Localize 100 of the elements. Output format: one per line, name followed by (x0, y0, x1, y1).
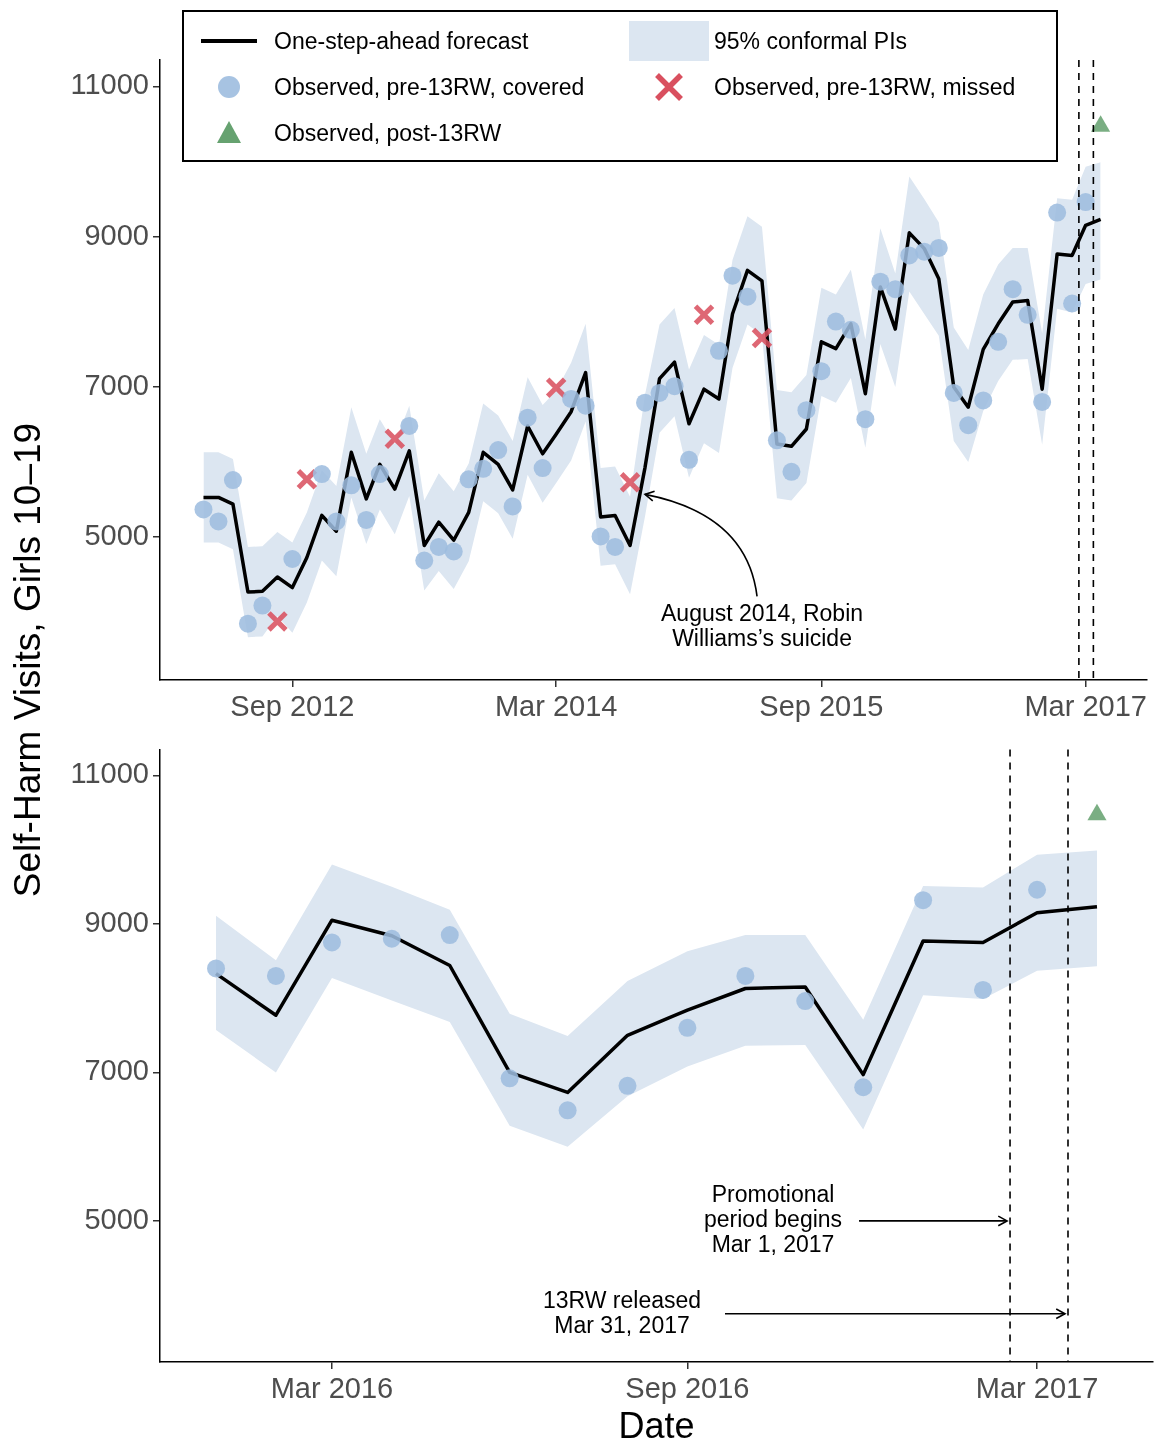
point (1033, 392, 1052, 411)
point (342, 476, 361, 495)
point (327, 512, 346, 531)
point (503, 497, 522, 516)
point (266, 610, 289, 633)
point (562, 389, 581, 408)
x-tick-label: Sep 2016 (625, 1372, 750, 1405)
y-tick-label: 11000 (70, 757, 149, 790)
point (812, 362, 831, 381)
point (618, 1076, 637, 1095)
point (680, 450, 699, 469)
point (650, 383, 669, 402)
legend-label: Observed, post-13RW (274, 119, 502, 147)
point (738, 287, 757, 306)
point (929, 238, 948, 257)
point (295, 468, 318, 491)
legend-label: One-step-ahead forecast (274, 27, 529, 55)
point (665, 377, 684, 396)
y-tick-label: 7000 (84, 368, 149, 401)
legend-label: Observed, pre-13RW, covered (274, 73, 585, 101)
point (400, 416, 419, 435)
point (194, 500, 213, 519)
x-tick-label: Mar 2016 (270, 1372, 394, 1405)
point (782, 462, 801, 481)
point (723, 266, 742, 285)
point (474, 459, 493, 478)
point (900, 246, 919, 265)
point (693, 303, 715, 326)
point (1076, 193, 1095, 212)
point (826, 312, 845, 331)
y-tick-label: 9000 (84, 218, 149, 251)
y-axis-title: Self-Harm Visits, Girls 10–19 (7, 422, 49, 898)
x-tick-label: Mar 2017 (975, 1372, 1099, 1405)
point (959, 416, 978, 435)
y-tick-label: 9000 (84, 905, 149, 938)
point (223, 471, 242, 490)
point (209, 512, 228, 531)
legend-label: Observed, pre-13RW, missed (714, 73, 1016, 101)
point (440, 926, 459, 945)
point (383, 427, 406, 450)
annotation: 13RW released Mar 31, 2017 (542, 1286, 702, 1338)
point (871, 272, 890, 291)
y-tick-label: 7000 (84, 1054, 149, 1087)
annotation: Promotional period begins Mar 1, 2017 (703, 1181, 843, 1258)
point (914, 891, 933, 910)
point (500, 1069, 519, 1088)
point (709, 341, 728, 360)
point (854, 1078, 873, 1097)
point (266, 966, 285, 985)
annotation: August 2014, Robin Williams’s suicide (661, 600, 864, 652)
y-tick-label: 11000 (70, 68, 149, 101)
point (518, 408, 537, 427)
point (736, 966, 755, 985)
point (1028, 880, 1047, 899)
y-tick-label: 5000 (84, 1202, 149, 1235)
point (558, 1101, 577, 1120)
point (797, 401, 816, 420)
point (1003, 280, 1022, 299)
point (606, 537, 625, 556)
point (1048, 203, 1067, 222)
point (253, 596, 272, 615)
x-tick-label: Sep 2012 (230, 690, 355, 723)
x-axis-title: Date (618, 1405, 695, 1447)
point (370, 465, 389, 484)
point (459, 470, 478, 489)
point (944, 383, 963, 402)
point (238, 614, 257, 633)
point (207, 959, 226, 978)
point (767, 431, 786, 450)
point (415, 551, 434, 570)
point (678, 1018, 697, 1037)
point (636, 393, 655, 412)
point (576, 396, 595, 415)
point (489, 441, 508, 460)
legend-label: 95% conformal PIs (714, 27, 908, 55)
x-tick-label: Sep 2015 (759, 690, 884, 723)
point (591, 527, 610, 546)
x-tick-label: Mar 2017 (1024, 690, 1147, 723)
point (796, 992, 815, 1011)
point (841, 320, 860, 339)
point (973, 980, 992, 999)
point (989, 332, 1008, 351)
point (974, 391, 993, 410)
point (429, 537, 448, 556)
x-tick-label: Mar 2014 (494, 690, 618, 723)
point (1063, 294, 1082, 313)
point (750, 327, 773, 350)
point (545, 376, 568, 399)
point (382, 929, 401, 948)
point (283, 550, 302, 569)
point (444, 542, 463, 561)
point (856, 410, 875, 429)
y-tick-label: 5000 (84, 519, 149, 552)
point (312, 465, 331, 484)
point (1018, 305, 1037, 324)
point (619, 471, 642, 494)
point (322, 933, 341, 952)
point (886, 280, 905, 299)
point (533, 459, 552, 478)
point (915, 242, 934, 261)
